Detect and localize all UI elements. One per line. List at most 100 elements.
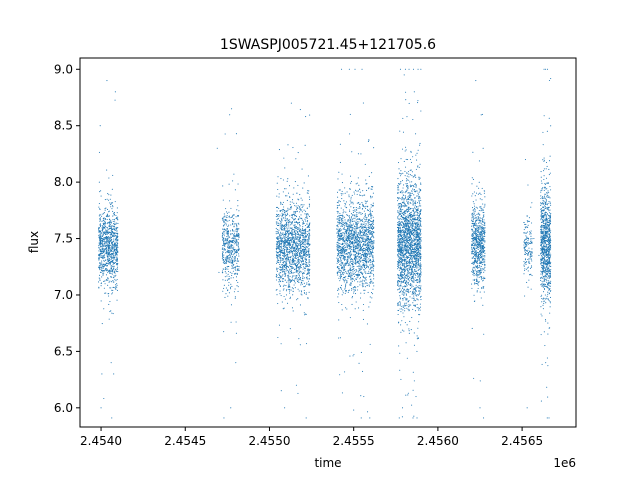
data-point — [224, 243, 226, 245]
data-point — [340, 243, 342, 245]
data-point — [277, 261, 279, 264]
data-point — [107, 256, 109, 258]
data-point — [237, 246, 239, 248]
data-point — [281, 258, 283, 260]
data-point — [337, 211, 339, 213]
data-point — [281, 223, 283, 226]
data-point — [337, 260, 340, 262]
data-point — [113, 243, 116, 245]
data-point — [230, 253, 232, 255]
data-point — [410, 150, 412, 152]
data-point — [399, 297, 401, 299]
data-point — [338, 337, 340, 339]
data-point — [283, 214, 285, 216]
data-point — [115, 285, 117, 288]
data-point — [365, 217, 367, 219]
data-point — [231, 263, 233, 265]
data-point — [279, 254, 282, 256]
data-point — [275, 216, 277, 218]
data-point — [289, 253, 291, 255]
data-point — [339, 143, 341, 145]
data-point — [341, 214, 344, 216]
data-point — [408, 263, 410, 265]
data-point — [361, 234, 363, 236]
data-point — [340, 259, 342, 261]
data-point — [307, 175, 309, 177]
data-point — [362, 261, 364, 263]
data-point — [373, 147, 375, 149]
data-point — [345, 259, 347, 261]
data-point — [115, 268, 117, 271]
data-point — [339, 204, 341, 206]
data-point — [305, 417, 307, 419]
data-point — [346, 280, 348, 282]
data-point — [112, 263, 114, 265]
data-point — [114, 222, 116, 224]
data-point — [347, 252, 349, 254]
data-point — [359, 258, 362, 260]
data-point — [292, 217, 294, 219]
data-point — [308, 254, 310, 256]
data-point — [358, 218, 360, 220]
data-point — [298, 275, 301, 277]
data-point — [231, 265, 233, 267]
data-point — [347, 291, 349, 293]
data-point — [406, 298, 408, 300]
data-point — [353, 272, 355, 274]
data-point — [369, 275, 371, 277]
data-point — [304, 144, 306, 146]
data-point — [340, 207, 342, 209]
data-point — [338, 200, 340, 202]
data-point — [230, 288, 232, 290]
data-point — [279, 269, 281, 271]
data-point — [339, 161, 341, 163]
data-point — [352, 250, 354, 252]
data-point — [223, 249, 225, 251]
data-point — [288, 241, 290, 243]
data-point — [340, 255, 342, 257]
data-point — [373, 260, 375, 263]
data-point — [348, 244, 350, 246]
data-point — [397, 283, 399, 285]
data-point — [238, 235, 240, 237]
data-point — [295, 215, 298, 217]
data-point — [104, 264, 107, 266]
data-point — [343, 226, 345, 228]
data-point — [408, 283, 410, 285]
data-point — [351, 151, 353, 153]
data-point — [361, 237, 363, 239]
data-point — [307, 214, 309, 216]
data-point — [349, 232, 351, 234]
data-point — [413, 208, 415, 210]
data-point — [282, 203, 284, 206]
data-point — [232, 242, 234, 244]
data-point — [355, 226, 357, 228]
data-point — [223, 417, 225, 419]
data-point — [99, 223, 101, 225]
data-point — [287, 219, 289, 221]
data-point — [308, 228, 310, 231]
data-point — [299, 211, 301, 213]
data-point — [224, 267, 226, 269]
data-point — [277, 236, 279, 238]
data-point — [337, 241, 339, 243]
data-point — [352, 207, 355, 209]
data-point — [401, 199, 403, 201]
data-point — [357, 233, 359, 235]
data-point — [363, 265, 365, 267]
data-point — [293, 275, 295, 277]
data-point — [108, 239, 110, 241]
data-point — [406, 260, 408, 262]
data-point — [344, 263, 346, 265]
data-point — [297, 280, 299, 282]
data-point — [103, 243, 105, 245]
data-point — [365, 276, 367, 278]
data-point — [286, 302, 289, 304]
data-point — [108, 246, 110, 248]
data-point — [359, 191, 361, 193]
data-point — [110, 276, 112, 278]
data-point — [356, 227, 358, 229]
data-point — [303, 262, 305, 264]
data-point — [229, 254, 231, 256]
data-point — [308, 204, 311, 206]
